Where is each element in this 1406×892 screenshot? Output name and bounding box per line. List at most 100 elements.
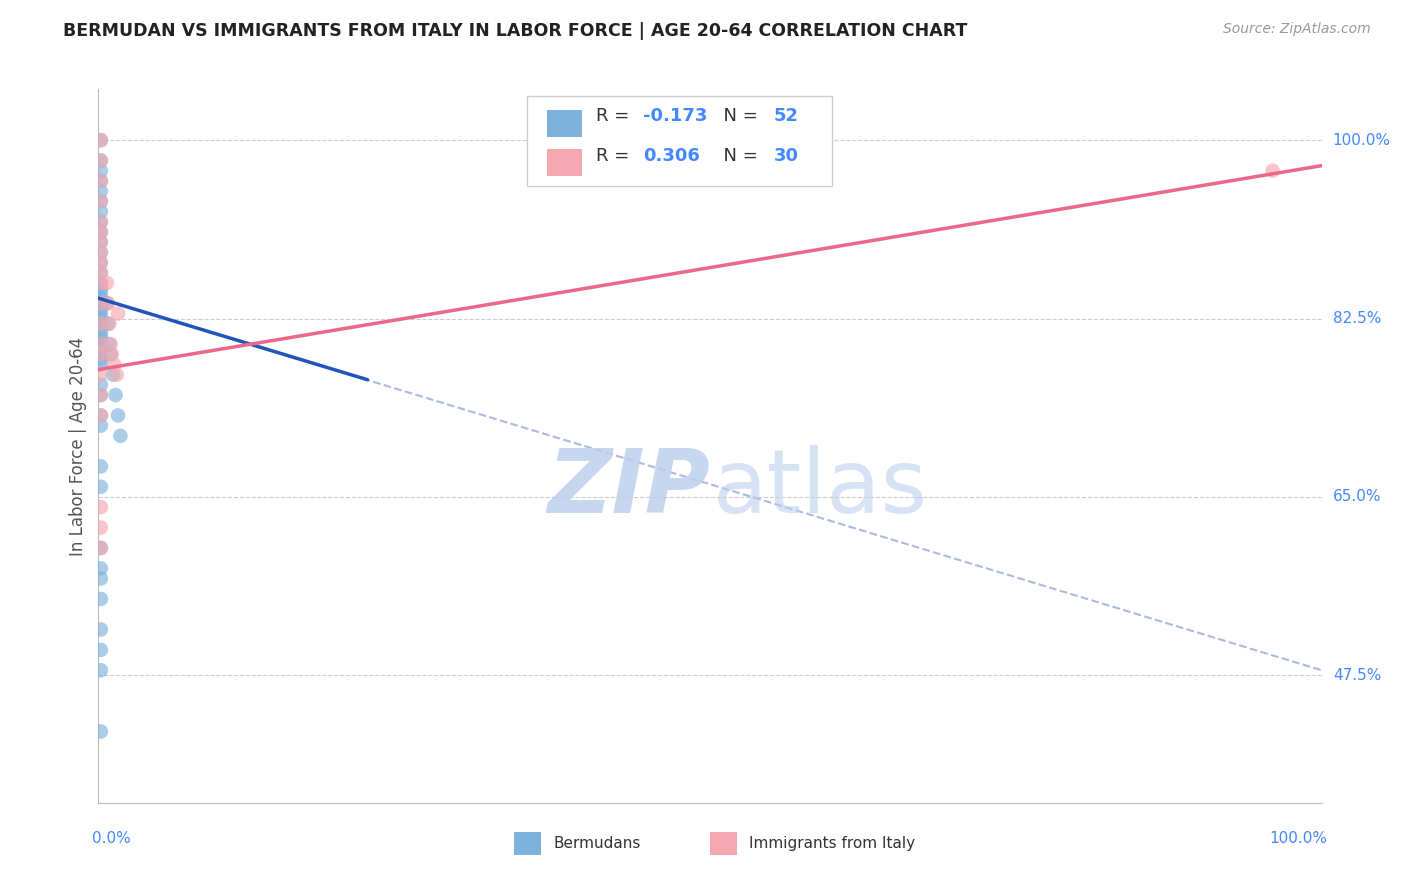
Point	[107, 409, 129, 423]
Bar	[547, 110, 582, 137]
Point	[90, 388, 112, 402]
Point	[90, 174, 112, 188]
Text: -0.173: -0.173	[643, 107, 707, 125]
Point	[90, 459, 112, 474]
Point	[90, 317, 112, 331]
Point	[105, 368, 128, 382]
Point	[90, 388, 112, 402]
Text: 100.0%: 100.0%	[1270, 831, 1327, 847]
Point	[90, 266, 112, 280]
Point	[90, 235, 112, 249]
Text: 82.5%: 82.5%	[1333, 311, 1381, 326]
Point	[90, 332, 112, 346]
Text: N =: N =	[713, 146, 763, 164]
Point	[90, 352, 112, 367]
Point	[90, 541, 112, 555]
Point	[101, 368, 124, 382]
Text: ZIP: ZIP	[547, 445, 710, 533]
Point	[90, 286, 112, 301]
Text: Source: ZipAtlas.com: Source: ZipAtlas.com	[1223, 22, 1371, 37]
Point	[90, 194, 112, 209]
Text: 52: 52	[773, 107, 799, 125]
Point	[90, 255, 112, 269]
Text: 0.0%: 0.0%	[93, 831, 131, 847]
Point	[90, 347, 112, 361]
Text: 0.306: 0.306	[643, 146, 700, 164]
Point	[90, 342, 112, 356]
Point	[90, 347, 112, 361]
Point	[90, 306, 112, 320]
Point	[90, 322, 112, 336]
Point	[90, 520, 112, 534]
Point	[90, 225, 112, 239]
Point	[90, 418, 112, 433]
Text: 65.0%: 65.0%	[1333, 490, 1381, 505]
Bar	[515, 832, 541, 855]
Point	[90, 409, 112, 423]
Point	[90, 326, 112, 341]
Point	[90, 291, 112, 305]
Point	[1261, 163, 1284, 178]
Point	[90, 296, 112, 310]
Point	[90, 337, 112, 351]
Point	[90, 276, 112, 290]
Point	[90, 245, 112, 260]
Point	[90, 317, 112, 331]
Point	[90, 561, 112, 575]
Text: Immigrants from Italy: Immigrants from Italy	[749, 836, 915, 851]
Point	[90, 296, 112, 310]
Point	[90, 225, 112, 239]
Point	[90, 174, 112, 188]
Point	[90, 235, 112, 249]
Point	[90, 623, 112, 637]
Point	[103, 358, 125, 372]
Point	[90, 276, 112, 290]
Point	[90, 643, 112, 657]
Bar	[547, 149, 582, 177]
Point	[90, 591, 112, 606]
Point	[90, 541, 112, 555]
Point	[90, 301, 112, 316]
Text: 47.5%: 47.5%	[1333, 668, 1381, 683]
Point	[110, 429, 132, 443]
Point	[90, 358, 112, 372]
Text: R =: R =	[596, 146, 636, 164]
Point	[90, 204, 112, 219]
Point	[90, 409, 112, 423]
Point	[90, 337, 112, 351]
Point	[90, 153, 112, 168]
Point	[90, 572, 112, 586]
Point	[90, 663, 112, 677]
Text: atlas: atlas	[713, 445, 928, 533]
Point	[90, 377, 112, 392]
Point	[90, 215, 112, 229]
Point	[96, 276, 118, 290]
Y-axis label: In Labor Force | Age 20-64: In Labor Force | Age 20-64	[69, 336, 87, 556]
Point	[97, 317, 120, 331]
Point	[107, 306, 129, 320]
Point	[90, 266, 112, 280]
Point	[101, 347, 124, 361]
Point	[100, 347, 122, 361]
Text: Bermudans: Bermudans	[554, 836, 641, 851]
Text: N =: N =	[713, 107, 763, 125]
Point	[90, 500, 112, 515]
Point	[98, 317, 121, 331]
Point	[90, 194, 112, 209]
Point	[90, 215, 112, 229]
Point	[90, 480, 112, 494]
Text: R =: R =	[596, 107, 636, 125]
Text: 30: 30	[773, 146, 799, 164]
Point	[104, 388, 127, 402]
Point	[96, 296, 118, 310]
Bar	[710, 832, 737, 855]
Point	[90, 163, 112, 178]
Point	[90, 255, 112, 269]
FancyBboxPatch shape	[526, 96, 832, 186]
Text: 100.0%: 100.0%	[1333, 133, 1391, 148]
Point	[90, 281, 112, 295]
Point	[90, 245, 112, 260]
Point	[97, 296, 120, 310]
Point	[90, 368, 112, 382]
Point	[98, 337, 121, 351]
